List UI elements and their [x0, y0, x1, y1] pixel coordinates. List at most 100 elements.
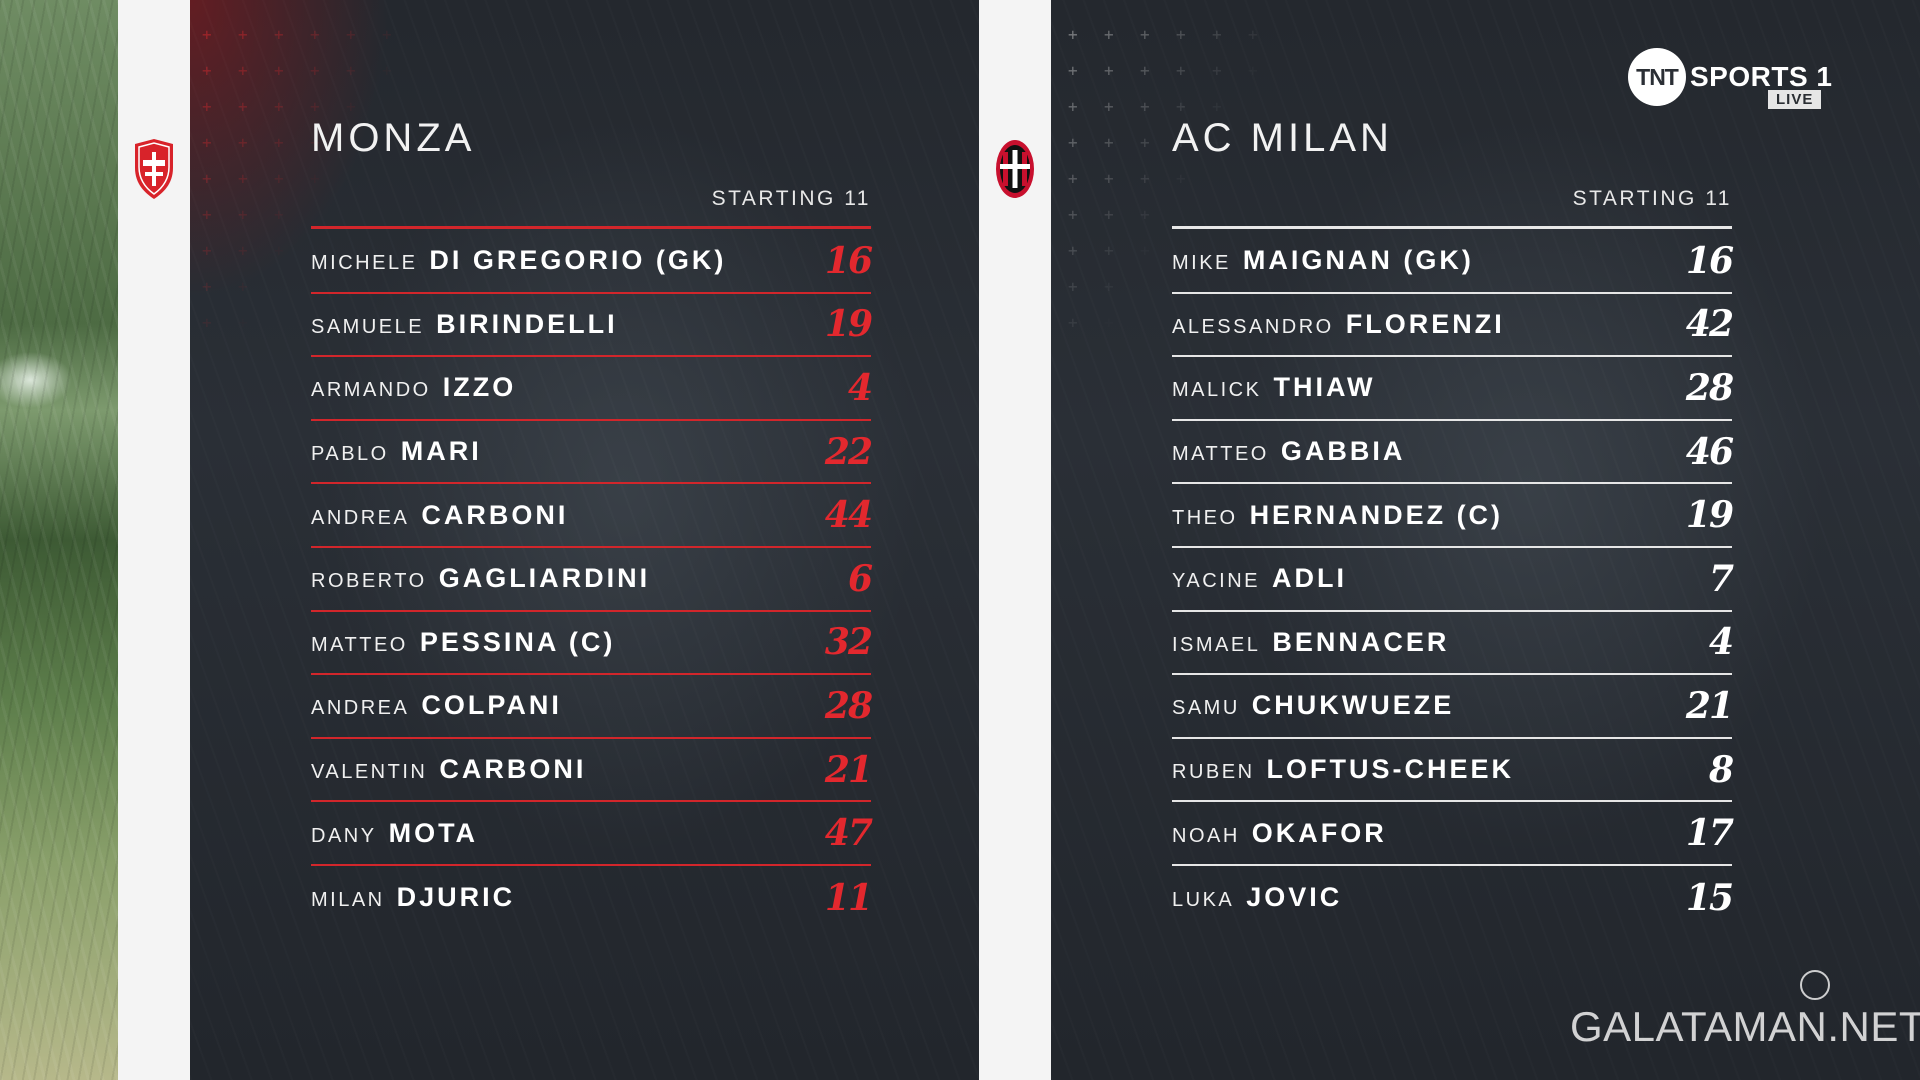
cross-mark: + — [1176, 25, 1186, 44]
home-team-name: MONZA — [311, 116, 476, 160]
broadcaster-logo: TNT SPORTS 1 LIVE — [1628, 40, 1838, 114]
player-name: VALENTIN CARBONI — [311, 754, 586, 785]
player-last-name: JOVIC — [1246, 882, 1343, 913]
player-number: 7 — [1708, 557, 1734, 600]
cross-mark: + — [274, 169, 284, 188]
cross-mark: + — [202, 61, 212, 80]
cross-mark: + — [238, 205, 248, 224]
player-row: SAMU CHUKWUEZE 21 — [1172, 675, 1734, 739]
player-number: 19 — [824, 303, 873, 346]
decorative-cross-pattern: ++++++++++++++++++++++++++++++++++++++++… — [202, 20, 454, 338]
player-name: ARMANDO IZZO — [311, 372, 516, 403]
player-number: 22 — [824, 430, 873, 473]
player-row: MATTEO PESSINA (C) 32 — [311, 612, 873, 676]
player-number: 28 — [1685, 366, 1734, 409]
away-player-list: MIKE MAIGNAN (GK) 16 ALESSANDRO FLORENZI 42 MA… — [1172, 230, 1734, 930]
cross-mark: + — [1104, 169, 1114, 188]
cross-mark: + — [310, 169, 320, 188]
cross-mark: + — [1140, 169, 1150, 188]
player-name: SAMU CHUKWUEZE — [1172, 690, 1454, 721]
cross-mark: + — [310, 61, 320, 80]
cross-mark: + — [202, 313, 212, 332]
monza-crest-icon — [135, 139, 173, 199]
player-last-name: CHUKWUEZE — [1251, 690, 1455, 721]
watermark-text: GALATAMAN.NET — [1570, 1003, 1920, 1050]
cross-mark: + — [310, 97, 320, 116]
player-first-name: YACINE — [1172, 570, 1260, 593]
player-last-name: ADLI — [1271, 563, 1347, 594]
player-last-name: LOFTUS-CHEEK — [1266, 754, 1515, 785]
player-last-name: GABBIA — [1280, 436, 1406, 467]
player-name: YACINE ADLI — [1172, 563, 1347, 594]
cross-mark: + — [346, 25, 356, 44]
player-last-name: COLPANI — [421, 690, 562, 721]
cross-mark: + — [274, 61, 284, 80]
player-number: 21 — [1685, 684, 1734, 727]
player-row: VALENTIN CARBONI 21 — [311, 739, 873, 803]
player-number: 17 — [1685, 812, 1734, 855]
player-last-name: MARI — [400, 436, 482, 467]
cross-mark: + — [238, 61, 248, 80]
cross-mark: + — [1176, 169, 1186, 188]
player-first-name: MIKE — [1172, 252, 1231, 275]
cross-mark: + — [202, 241, 212, 260]
player-row: ANDREA CARBONI 44 — [311, 484, 873, 548]
player-name: ANDREA CARBONI — [311, 500, 568, 531]
ac-milan-crest-icon — [996, 140, 1034, 198]
player-last-name: BIRINDELLI — [436, 308, 618, 339]
player-last-name: CARBONI — [439, 754, 587, 785]
cross-mark: + — [1140, 205, 1150, 224]
player-last-name: FLORENZI — [1345, 308, 1505, 339]
player-first-name: MICHELE — [311, 252, 418, 275]
player-number: 16 — [824, 239, 873, 282]
player-first-name: ARMANDO — [311, 379, 431, 402]
player-number: 4 — [847, 366, 873, 409]
player-number: 19 — [1685, 494, 1734, 537]
player-number: 42 — [1685, 303, 1734, 346]
player-last-name: GAGLIARDINI — [438, 563, 651, 594]
player-last-name: HERNANDEZ (C) — [1249, 499, 1504, 530]
cross-mark: + — [1104, 61, 1114, 80]
cross-mark: + — [346, 97, 356, 116]
player-name: LUKA JOVIC — [1172, 882, 1342, 913]
live-badge: LIVE — [1768, 90, 1822, 109]
player-last-name: PESSINA (C) — [419, 626, 616, 657]
cross-mark: + — [1140, 241, 1150, 260]
player-row: ALESSANDRO FLORENZI 42 — [1172, 294, 1734, 358]
player-name: MIKE MAIGNAN (GK) — [1172, 245, 1474, 276]
player-name: MATTEO PESSINA (C) — [311, 627, 615, 658]
cross-mark: + — [1212, 25, 1222, 44]
player-name: MILAN DJURIC — [311, 882, 515, 913]
player-row: ARMANDO IZZO 4 — [311, 357, 873, 421]
cross-mark: + — [382, 25, 392, 44]
cross-mark: + — [274, 25, 284, 44]
player-number: 8 — [1708, 748, 1734, 791]
cross-mark: + — [1104, 25, 1114, 44]
player-number: 4 — [1708, 621, 1734, 664]
cross-mark: + — [382, 61, 392, 80]
cross-mark: + — [202, 133, 212, 152]
cross-mark: + — [1104, 308, 1140, 338]
cross-mark: + — [238, 169, 248, 188]
away-lineup-panel: ++++++++++++++++++++++++++++++++++++++++… — [1051, 0, 1920, 1080]
cross-mark: + — [202, 169, 212, 188]
player-number: 47 — [824, 812, 873, 855]
player-number: 28 — [824, 684, 873, 727]
player-first-name: ANDREA — [311, 506, 410, 529]
home-header-divider — [311, 226, 871, 229]
player-name: NOAH OKAFOR — [1172, 818, 1387, 849]
cross-mark: + — [238, 97, 248, 116]
player-row: NOAH OKAFOR 17 — [1172, 802, 1734, 866]
player-first-name: ISMAEL — [1172, 633, 1261, 656]
cross-mark: + — [238, 277, 248, 296]
player-number: 44 — [824, 494, 873, 537]
cross-mark: + — [1212, 97, 1222, 116]
home-player-list: MICHELE DI GREGORIO (GK) 16 SAMUELE BIRINDEL… — [311, 230, 873, 930]
player-first-name: VALENTIN — [311, 761, 428, 784]
player-number: 16 — [1685, 239, 1734, 282]
away-header-divider — [1172, 226, 1732, 229]
player-first-name: MILAN — [311, 889, 385, 912]
player-number: 21 — [824, 748, 873, 791]
cross-mark: + — [1140, 25, 1150, 44]
cross-mark: + — [1212, 61, 1222, 80]
